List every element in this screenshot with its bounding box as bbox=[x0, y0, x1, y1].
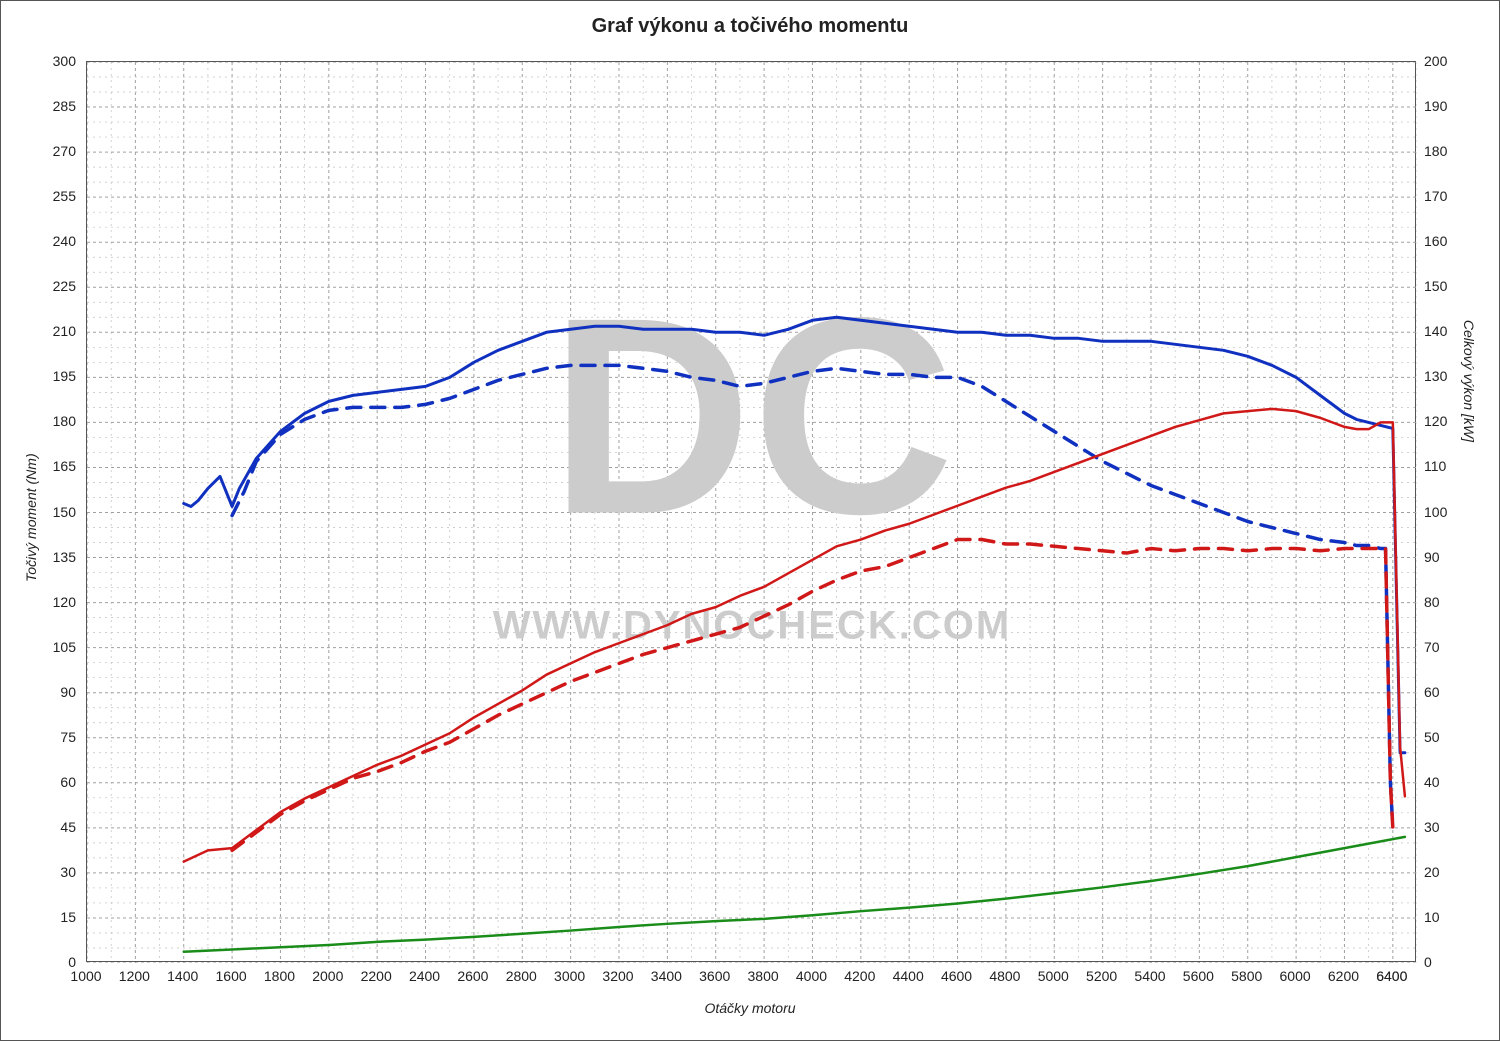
tick-label: 3400 bbox=[641, 968, 691, 984]
y-axis-label-right: Celkový výkon [kW] bbox=[1461, 319, 1477, 441]
tick-label: 140 bbox=[1424, 323, 1447, 339]
chart-title: Graf výkonu a točivého momentu bbox=[1, 15, 1499, 38]
tick-label: 210 bbox=[53, 323, 76, 339]
tick-label: 160 bbox=[1424, 233, 1447, 249]
tick-label: 3600 bbox=[690, 968, 740, 984]
tick-label: 5400 bbox=[1125, 968, 1175, 984]
tick-label: 300 bbox=[53, 53, 76, 69]
tick-label: 3000 bbox=[545, 968, 595, 984]
tick-label: 1000 bbox=[61, 968, 111, 984]
tick-label: 45 bbox=[60, 819, 76, 835]
tick-label: 200 bbox=[1424, 53, 1447, 69]
tick-label: 4600 bbox=[932, 968, 982, 984]
tick-label: 180 bbox=[53, 413, 76, 429]
tick-label: 3200 bbox=[593, 968, 643, 984]
tick-label: 240 bbox=[53, 233, 76, 249]
tick-label: 50 bbox=[1424, 729, 1440, 745]
tick-label: 195 bbox=[53, 368, 76, 384]
tick-label: 110 bbox=[1424, 458, 1446, 474]
tick-label: 70 bbox=[1424, 639, 1440, 655]
tick-label: 1600 bbox=[206, 968, 256, 984]
tick-label: 15 bbox=[60, 909, 76, 925]
tick-label: 30 bbox=[1424, 819, 1440, 835]
tick-label: 6400 bbox=[1367, 968, 1417, 984]
tick-label: 5800 bbox=[1222, 968, 1272, 984]
tick-label: 105 bbox=[53, 639, 76, 655]
tick-label: 90 bbox=[1424, 549, 1440, 565]
tick-label: 130 bbox=[1424, 368, 1447, 384]
tick-label: 180 bbox=[1424, 143, 1447, 159]
tick-label: 2000 bbox=[303, 968, 353, 984]
tick-label: 190 bbox=[1424, 98, 1447, 114]
tick-label: 285 bbox=[53, 98, 76, 114]
tick-label: 1800 bbox=[254, 968, 304, 984]
tick-label: 150 bbox=[53, 504, 76, 520]
tick-label: 4000 bbox=[786, 968, 836, 984]
tick-label: 10 bbox=[1424, 909, 1440, 925]
tick-label: 30 bbox=[60, 864, 76, 880]
tick-label: 165 bbox=[53, 458, 76, 474]
series-losses bbox=[184, 837, 1405, 952]
watermark-url: WWW.DYNOCHECK.COM bbox=[493, 604, 1011, 648]
tick-label: 60 bbox=[1424, 684, 1440, 700]
tick-label: 6000 bbox=[1270, 968, 1320, 984]
x-axis-label: Otáčky motoru bbox=[1, 1000, 1499, 1016]
tick-label: 4800 bbox=[980, 968, 1030, 984]
tick-label: 150 bbox=[1424, 278, 1447, 294]
y-axis-label-left: Točivý moment (Nm) bbox=[23, 453, 39, 582]
tick-label: 2400 bbox=[400, 968, 450, 984]
dyno-chart: Graf výkonu a točivého momentu DC WWW.DYN… bbox=[0, 0, 1500, 1041]
tick-label: 255 bbox=[53, 188, 76, 204]
tick-label: 0 bbox=[1424, 954, 1432, 970]
tick-label: 2600 bbox=[448, 968, 498, 984]
watermark-dc: DC bbox=[550, 261, 954, 573]
tick-label: 120 bbox=[53, 594, 76, 610]
tick-label: 225 bbox=[53, 278, 76, 294]
tick-label: 60 bbox=[60, 774, 76, 790]
tick-label: 120 bbox=[1424, 413, 1447, 429]
tick-label: 40 bbox=[1424, 774, 1440, 790]
plot-svg: DC WWW.DYNOCHECK.COM bbox=[87, 62, 1417, 963]
tick-label: 100 bbox=[1424, 504, 1447, 520]
tick-label: 0 bbox=[68, 954, 76, 970]
tick-label: 135 bbox=[53, 549, 76, 565]
plot-area: DC WWW.DYNOCHECK.COM bbox=[86, 61, 1416, 962]
tick-label: 5000 bbox=[1028, 968, 1078, 984]
tick-label: 20 bbox=[1424, 864, 1440, 880]
tick-label: 1400 bbox=[158, 968, 208, 984]
tick-label: 170 bbox=[1424, 188, 1447, 204]
tick-label: 4400 bbox=[883, 968, 933, 984]
tick-label: 5200 bbox=[1077, 968, 1127, 984]
tick-label: 5600 bbox=[1173, 968, 1223, 984]
tick-label: 2200 bbox=[351, 968, 401, 984]
tick-label: 1200 bbox=[109, 968, 159, 984]
tick-label: 3800 bbox=[738, 968, 788, 984]
tick-label: 75 bbox=[60, 729, 76, 745]
tick-label: 6200 bbox=[1318, 968, 1368, 984]
tick-label: 90 bbox=[60, 684, 76, 700]
tick-label: 80 bbox=[1424, 594, 1440, 610]
tick-label: 2800 bbox=[496, 968, 546, 984]
tick-label: 4200 bbox=[835, 968, 885, 984]
tick-label: 270 bbox=[53, 143, 76, 159]
